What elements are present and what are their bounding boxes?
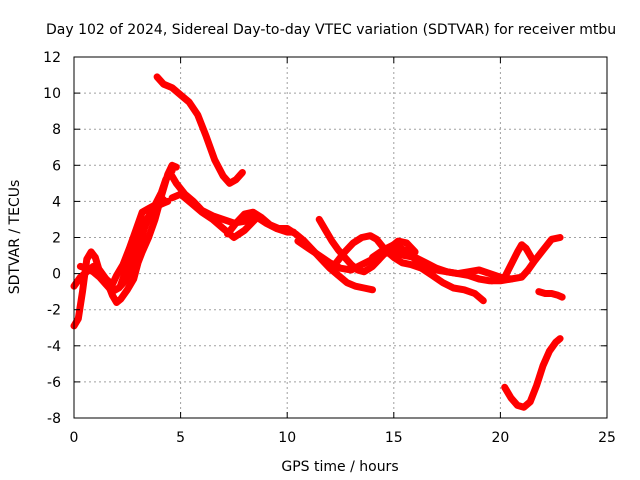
y-tick-label: -2 [47, 303, 61, 319]
satellite-track-11 [332, 232, 487, 305]
y-tick-label: 4 [52, 194, 61, 210]
y-tick-label: 12 [43, 50, 61, 66]
satellite-track-01 [70, 167, 176, 330]
y-axis-label: SDTVAR / TECUs [7, 180, 23, 295]
satellite-track-14 [488, 241, 536, 285]
y-tick-label: -4 [47, 339, 61, 355]
x-tick-label: 20 [491, 430, 509, 446]
satellite-track-16 [501, 335, 564, 411]
y-tick-label: 10 [43, 86, 61, 102]
satellite-track-08 [224, 208, 376, 294]
y-tick-label: 0 [52, 267, 61, 283]
x-tick-label: 25 [598, 430, 616, 446]
satellite-track-07 [168, 190, 259, 241]
satellite-track-02 [70, 161, 180, 306]
satellite-track-04 [117, 197, 172, 288]
y-tick-label: -8 [47, 411, 61, 427]
y-tick-label: 6 [52, 158, 61, 174]
grid-lines [73, 56, 608, 419]
y-tick-label: 8 [52, 122, 61, 138]
axis-ticks: 0 5 10 15 20 25 -8 -6 -4 -2 0 2 4 6 8 10 12 [43, 50, 616, 446]
y-tick-label: 2 [52, 231, 61, 247]
x-axis-label: GPS time / hours [281, 459, 398, 475]
chart-title: Day 102 of 2024, Sidereal Day-to-day VTE… [46, 22, 616, 38]
x-tick-label: 10 [278, 430, 296, 446]
x-tick-label: 15 [385, 430, 403, 446]
y-tick-label: -6 [47, 375, 61, 391]
satellite-track-05 [153, 73, 246, 187]
x-tick-label: 5 [176, 430, 185, 446]
x-tick-label: 0 [70, 430, 79, 446]
plot-series [70, 73, 566, 411]
satellite-track-15 [535, 288, 566, 301]
